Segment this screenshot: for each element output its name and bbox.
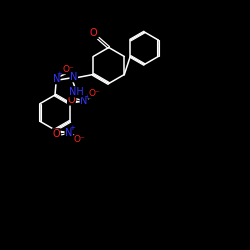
Text: N: N xyxy=(65,128,72,138)
Text: O: O xyxy=(52,129,60,139)
Text: O⁻: O⁻ xyxy=(74,136,86,144)
Text: O⁻: O⁻ xyxy=(89,89,101,98)
Text: +: + xyxy=(56,72,62,78)
Text: O⁻: O⁻ xyxy=(63,65,74,74)
Text: N: N xyxy=(52,74,60,84)
Text: O: O xyxy=(90,28,98,38)
Text: +: + xyxy=(84,94,90,100)
Text: +: + xyxy=(69,125,75,131)
Text: N: N xyxy=(70,72,78,82)
Text: N: N xyxy=(80,96,88,106)
Text: NH: NH xyxy=(69,87,84,97)
Text: O: O xyxy=(68,95,75,105)
